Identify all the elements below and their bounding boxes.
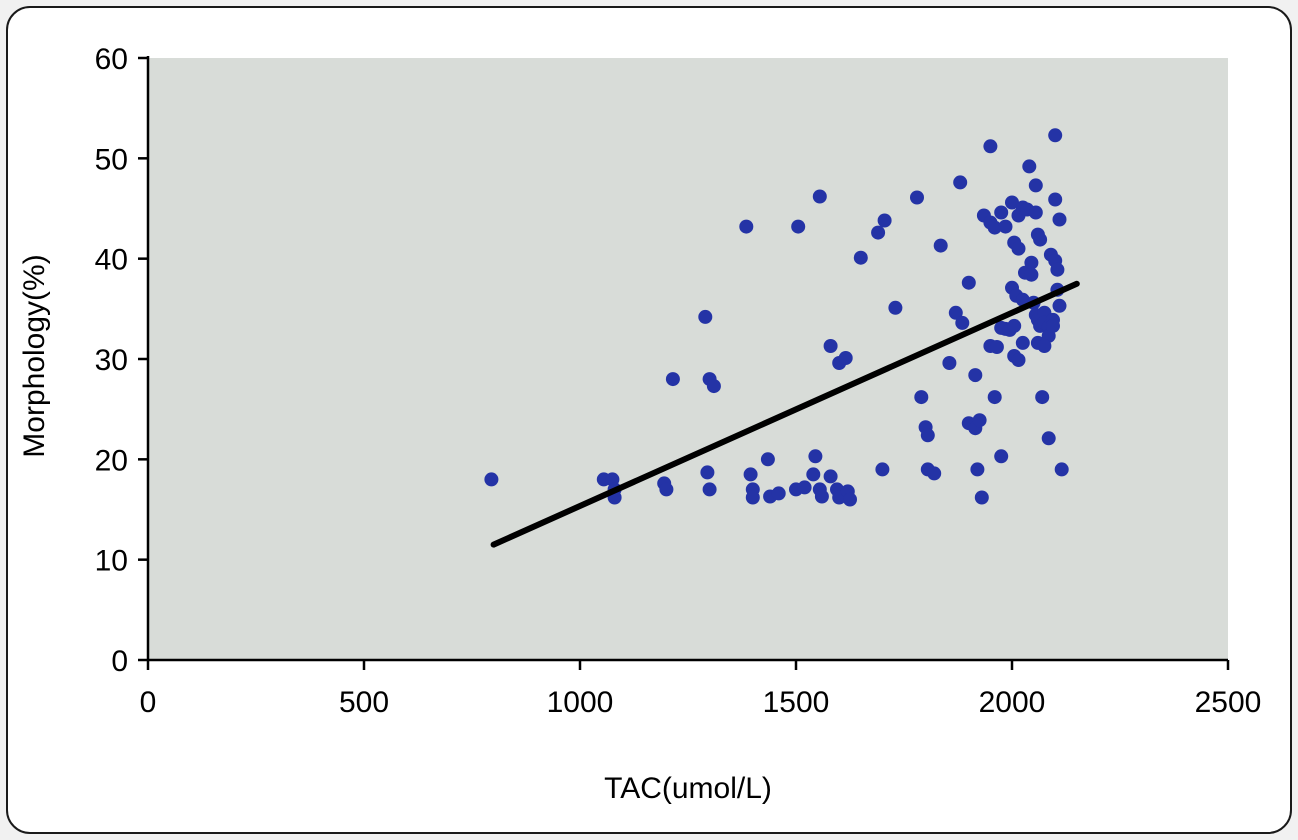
x-tick-label: 500 bbox=[339, 686, 389, 719]
scatter-point bbox=[823, 339, 838, 353]
scatter-point bbox=[665, 372, 680, 387]
scatter-point bbox=[974, 490, 989, 505]
scatter-point bbox=[823, 469, 838, 484]
scatter-point bbox=[994, 449, 1009, 464]
scatter-point bbox=[927, 466, 942, 481]
scatter-point bbox=[1050, 262, 1065, 277]
scatter-point bbox=[1037, 339, 1052, 353]
scatter-point bbox=[1052, 212, 1067, 227]
scatter-point bbox=[972, 413, 987, 428]
scatter-point bbox=[920, 428, 935, 443]
scatter-point bbox=[970, 462, 985, 477]
scatter-point bbox=[955, 315, 970, 330]
y-axis-title: Morphology(%) bbox=[18, 254, 51, 457]
scatter-point bbox=[791, 219, 806, 234]
scatter-point bbox=[1028, 205, 1043, 220]
x-tick-label: 1500 bbox=[763, 686, 830, 719]
scatter-point bbox=[1024, 267, 1039, 282]
scatter-point bbox=[739, 219, 754, 234]
scatter-point bbox=[745, 490, 760, 505]
x-axis-ticks: 0 500 1000 1500 2000 2500 bbox=[140, 660, 1262, 719]
scatter-point bbox=[994, 205, 1009, 220]
x-tick-label: 2000 bbox=[979, 686, 1046, 719]
scatter-point bbox=[843, 492, 857, 507]
scatter-point bbox=[1024, 255, 1039, 270]
scatter-point bbox=[702, 482, 717, 497]
scatter-point bbox=[1048, 192, 1063, 207]
scatter-point bbox=[871, 225, 886, 240]
scatter-point bbox=[1054, 462, 1069, 477]
scatter-point bbox=[1028, 178, 1043, 193]
scatter-point bbox=[812, 189, 827, 204]
scatter-point bbox=[910, 190, 924, 205]
trend-line-group bbox=[490, 280, 1080, 548]
scatter-point bbox=[706, 379, 721, 394]
y-tick-label: 60 bbox=[95, 43, 128, 76]
scatter-point bbox=[983, 139, 998, 154]
scatter-point bbox=[933, 238, 948, 253]
scatter-point bbox=[888, 300, 903, 315]
y-tick-label: 30 bbox=[95, 344, 128, 377]
scatter-point bbox=[838, 351, 853, 365]
scatter-point bbox=[968, 368, 983, 383]
scatter-point bbox=[771, 486, 786, 501]
scatter-point bbox=[877, 213, 892, 228]
scatter-point bbox=[659, 482, 674, 497]
x-tick-label: 0 bbox=[140, 686, 157, 719]
x-axis-title: TAC(umol/L) bbox=[604, 772, 772, 805]
scatter-points bbox=[484, 128, 1069, 507]
scatter-point bbox=[1007, 318, 1022, 333]
scatter-point bbox=[808, 449, 823, 464]
scatter-point bbox=[1035, 390, 1050, 405]
scatter-point bbox=[806, 467, 821, 482]
y-tick-label: 40 bbox=[95, 244, 128, 277]
scatter-point bbox=[814, 489, 829, 504]
scatter-point bbox=[1022, 159, 1037, 174]
scatter-point bbox=[797, 480, 812, 495]
scatter-point bbox=[743, 467, 758, 482]
scatter-point bbox=[961, 275, 976, 290]
scatter-point bbox=[700, 465, 715, 480]
plot-area bbox=[148, 58, 1228, 660]
scatter-point bbox=[1033, 232, 1048, 247]
scatter-point bbox=[987, 220, 1002, 235]
y-tick-label: 0 bbox=[111, 645, 128, 678]
scatter-point bbox=[989, 340, 1004, 354]
scatter-point bbox=[1011, 353, 1026, 367]
x-tick-label: 2500 bbox=[1195, 686, 1262, 719]
y-tick-label: 10 bbox=[95, 545, 128, 578]
scatter-point bbox=[914, 390, 929, 405]
scatter-point bbox=[998, 219, 1013, 234]
scatter-point bbox=[1005, 195, 1019, 210]
scatter-point bbox=[953, 175, 968, 190]
scatter-point bbox=[942, 356, 957, 370]
scatter-point bbox=[484, 472, 499, 487]
trend-line bbox=[490, 280, 1080, 548]
scatter-point bbox=[698, 309, 713, 324]
scatter-point bbox=[875, 462, 890, 477]
y-tick-label: 50 bbox=[95, 143, 128, 176]
scatter-point bbox=[948, 305, 963, 320]
scatter-point bbox=[760, 452, 775, 467]
scatter-point bbox=[1048, 128, 1063, 143]
scatter-point bbox=[1015, 335, 1030, 350]
scatter-point bbox=[853, 250, 868, 265]
y-tick-label: 20 bbox=[95, 444, 128, 477]
x-tick-label: 1000 bbox=[547, 686, 614, 719]
scatter-point bbox=[1011, 241, 1026, 256]
scatter-point bbox=[1046, 318, 1060, 333]
scatter-point bbox=[1052, 298, 1067, 313]
y-axis-ticks: 0 10 20 30 40 50 60 bbox=[95, 43, 148, 678]
scatter-point bbox=[987, 390, 1002, 405]
scatter-point bbox=[1041, 431, 1056, 446]
